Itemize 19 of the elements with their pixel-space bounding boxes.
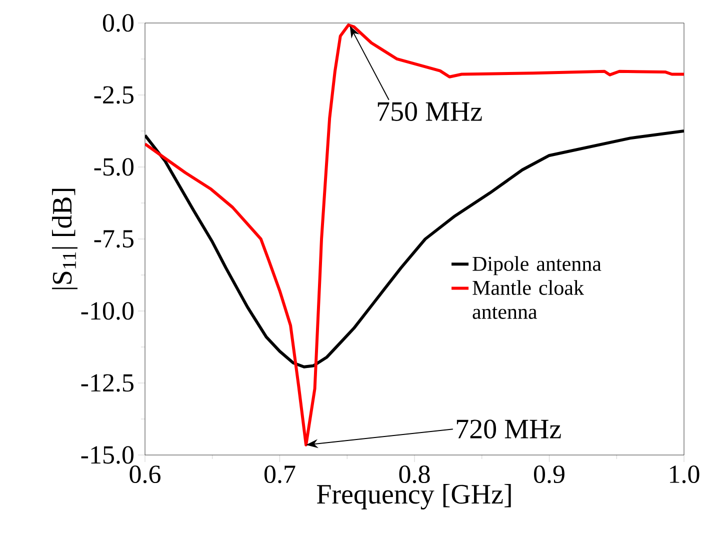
x-tick-label: 0.7 — [264, 466, 296, 484]
y-tick-label: -10.0 — [81, 302, 134, 320]
y-tick-label: -7.5 — [94, 230, 134, 248]
x-tick-label: 0.8 — [399, 466, 430, 484]
legend-label: Dipole antenna — [472, 256, 602, 276]
x-tick-label: 0.6 — [130, 466, 160, 484]
annotation: 720 MHz — [456, 420, 561, 439]
x-tick-label: 1.0 — [670, 466, 700, 484]
y-axis-title: |S$_{11}$| [dB] — [52, 188, 78, 290]
x-axis-title: Frequency [GHz] — [316, 484, 511, 510]
x-tick-label: 0.9 — [534, 466, 564, 484]
y-tick-label: -12.5 — [81, 374, 134, 392]
y-tick-label: -2.5 — [94, 86, 134, 104]
legend-label: Mantle cloak antenna — [472, 280, 584, 319]
y-tick-label: -15.0 — [81, 446, 134, 464]
y-tick-label: -5.0 — [94, 158, 134, 176]
y-tick-label: 0.0 — [102, 14, 134, 32]
line-series — [145, 24, 684, 446]
annotation: 750 MHz — [378, 102, 482, 121]
